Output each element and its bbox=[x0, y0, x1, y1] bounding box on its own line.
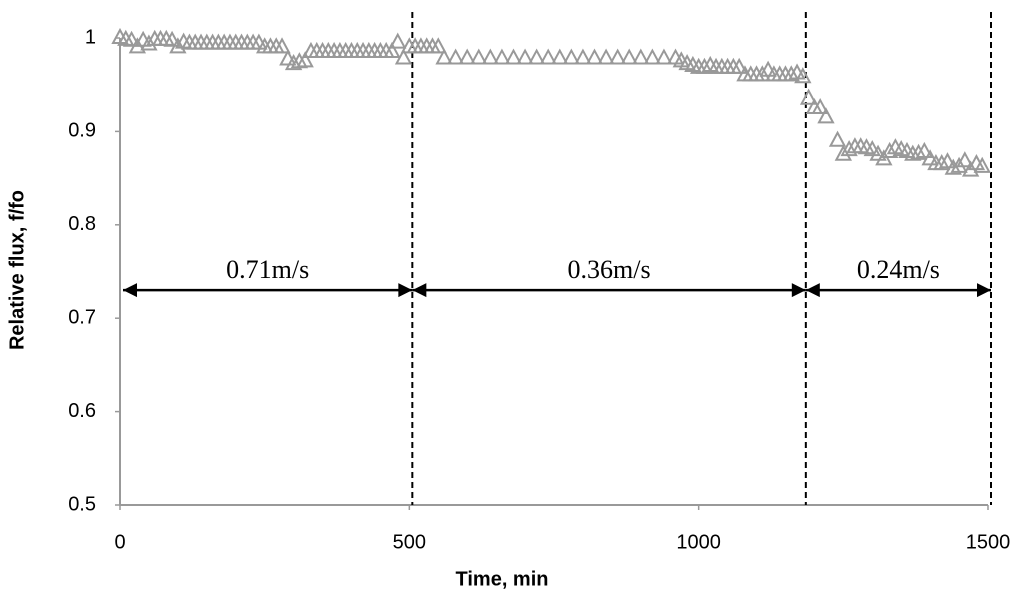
data-point bbox=[383, 41, 401, 59]
data-point bbox=[527, 48, 546, 65]
y-tick-label: 0.5 bbox=[68, 493, 96, 515]
data-point bbox=[655, 48, 673, 65]
data-point bbox=[163, 30, 181, 47]
arrow-head bbox=[805, 283, 820, 298]
data-point bbox=[458, 48, 476, 65]
data-point bbox=[817, 107, 835, 124]
data-point bbox=[574, 48, 592, 65]
data-point bbox=[828, 130, 847, 147]
data-point bbox=[470, 48, 488, 65]
x-tick-label: 0 bbox=[114, 531, 125, 553]
data-point bbox=[880, 141, 899, 158]
data-point bbox=[597, 48, 615, 65]
data-point bbox=[608, 48, 627, 65]
data-point bbox=[122, 30, 141, 47]
data-point bbox=[562, 48, 581, 65]
data-point bbox=[481, 48, 500, 65]
data-point bbox=[782, 65, 800, 82]
data-point bbox=[695, 57, 714, 74]
data-point bbox=[169, 37, 187, 54]
data-point bbox=[585, 48, 604, 65]
x-tick-label: 1000 bbox=[676, 531, 721, 553]
data-point bbox=[794, 67, 812, 84]
data-point bbox=[933, 153, 951, 171]
data-point bbox=[140, 34, 158, 51]
y-tick-label: 0.6 bbox=[68, 400, 96, 422]
speed-label: 0.71m/s bbox=[226, 255, 309, 284]
x-tick-label: 500 bbox=[393, 531, 426, 553]
data-point bbox=[840, 139, 858, 157]
data-point bbox=[435, 48, 453, 65]
y-tick-label: 0.8 bbox=[68, 213, 96, 235]
x-tick-label: 1500 bbox=[966, 531, 1011, 553]
data-point bbox=[730, 57, 748, 74]
arrow-head bbox=[977, 283, 991, 298]
data-point bbox=[389, 32, 407, 49]
speed-label: 0.36m/s bbox=[568, 255, 651, 284]
data-point bbox=[753, 65, 771, 82]
y-axis-title: Relative flux, f/fo bbox=[6, 190, 28, 350]
data-point bbox=[446, 48, 465, 65]
y-tick-label: 0.9 bbox=[68, 120, 96, 142]
data-point bbox=[273, 37, 291, 54]
data-point bbox=[493, 48, 511, 65]
data-point bbox=[799, 88, 818, 105]
data-point bbox=[921, 149, 939, 166]
arrow-head bbox=[412, 283, 427, 298]
data-point bbox=[973, 156, 991, 173]
arrow-head bbox=[398, 283, 413, 298]
speed-label: 0.24m/s bbox=[857, 255, 940, 284]
data-point bbox=[863, 139, 881, 157]
arrow-head bbox=[791, 283, 806, 298]
data-point bbox=[620, 48, 638, 65]
data-point bbox=[909, 143, 928, 160]
data-point bbox=[551, 48, 569, 65]
y-tick-label: 0.7 bbox=[68, 306, 96, 328]
data-point bbox=[279, 49, 297, 66]
data-point bbox=[956, 151, 974, 168]
data-point bbox=[811, 97, 829, 115]
y-tick-label: 1 bbox=[85, 26, 96, 48]
data-point bbox=[394, 48, 413, 65]
data-point bbox=[429, 37, 447, 54]
data-point bbox=[632, 48, 650, 65]
data-point bbox=[296, 51, 314, 68]
data-point bbox=[869, 144, 887, 161]
data-point bbox=[516, 48, 534, 65]
data-point bbox=[539, 48, 557, 65]
data-point bbox=[284, 54, 303, 71]
data-point bbox=[759, 60, 777, 77]
data-point bbox=[643, 48, 662, 65]
arrow-head bbox=[123, 283, 137, 298]
data-point bbox=[938, 152, 957, 169]
data-point bbox=[504, 48, 523, 65]
x-axis-title: Time, min bbox=[456, 568, 549, 590]
data-point bbox=[915, 141, 934, 158]
